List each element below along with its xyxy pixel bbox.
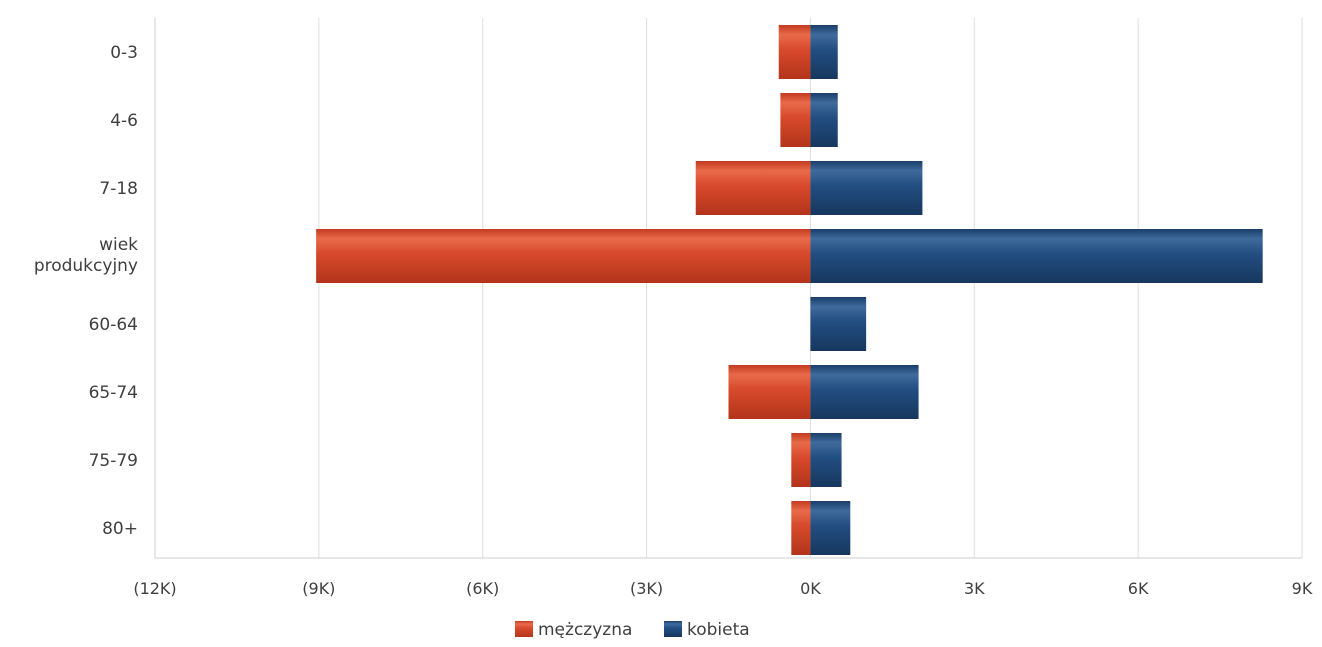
bar-female-4 xyxy=(810,297,867,351)
category-label: 4-6 xyxy=(110,111,138,131)
bar-female-7 xyxy=(810,501,851,555)
x-tick-label: (9K) xyxy=(302,579,335,598)
category-label: 7-18 xyxy=(99,179,138,199)
category-label: 80+ xyxy=(102,519,138,539)
bar-female-5 xyxy=(810,365,919,419)
legend-label-female: kobieta xyxy=(687,620,750,640)
bar-female-6 xyxy=(810,433,842,487)
legend: mężczyzna kobieta xyxy=(515,620,750,640)
legend-label-male: mężczyzna xyxy=(538,620,632,640)
bar-male-5 xyxy=(728,365,811,419)
x-tick-label: (6K) xyxy=(466,579,499,598)
bar-male-1 xyxy=(780,93,811,147)
category-label: 75-79 xyxy=(89,451,138,471)
legend-swatch-female xyxy=(664,621,682,637)
bar-female-3 xyxy=(810,229,1263,283)
x-tick-label: 0K xyxy=(800,579,821,598)
x-tick-label: 6K xyxy=(1128,579,1149,598)
bar-male-2 xyxy=(695,161,811,215)
legend-swatch-male xyxy=(515,621,533,637)
axes xyxy=(154,18,1302,559)
bar-female-0 xyxy=(810,25,838,79)
category-label: 65-74 xyxy=(89,383,138,403)
bars xyxy=(316,25,1263,555)
bar-male-0 xyxy=(778,25,811,79)
category-label: wiek produkcyjny xyxy=(34,235,138,276)
x-tick-labels: (12K) (9K) (6K) (3K) 0K 3K 6K 9K xyxy=(133,579,1313,598)
bar-female-2 xyxy=(810,161,923,215)
bar-male-3 xyxy=(316,229,811,283)
x-tick-label: (12K) xyxy=(133,579,176,598)
x-tick-label: (3K) xyxy=(630,579,663,598)
category-label: 0-3 xyxy=(110,43,138,63)
x-tick-label: 9K xyxy=(1292,579,1313,598)
bar-female-1 xyxy=(810,93,838,147)
category-labels: 0-3 4-6 7-18 wiek produkcyjny 60-64 65-74 75-79… xyxy=(34,43,138,539)
bar-male-6 xyxy=(791,433,811,487)
category-label: 60-64 xyxy=(89,315,138,335)
x-tick-label: 3K xyxy=(964,579,985,598)
bar-male-7 xyxy=(791,501,811,555)
